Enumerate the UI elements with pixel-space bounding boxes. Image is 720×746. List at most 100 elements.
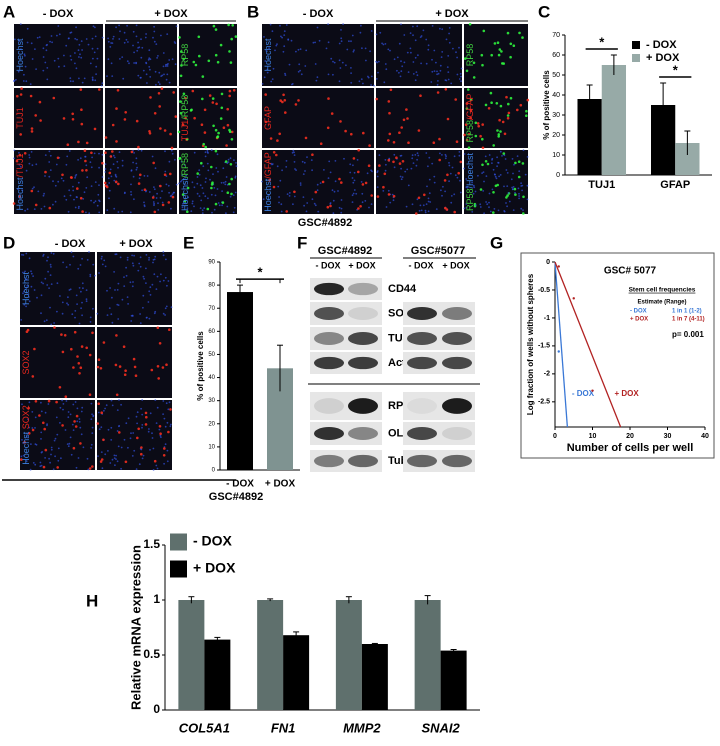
cell-signal <box>78 418 81 420</box>
cell-signal <box>453 210 457 214</box>
micrograph <box>20 327 95 398</box>
legend-label: + DOX <box>193 560 236 576</box>
cell-signal <box>114 253 117 256</box>
cell-signal <box>134 374 138 378</box>
cell-signal <box>411 157 414 160</box>
cell-signal <box>425 38 428 41</box>
cell-signal <box>417 54 419 57</box>
cell-signal <box>75 173 78 176</box>
cell-signal <box>479 206 482 208</box>
cell-signal <box>65 266 68 268</box>
cell-signal <box>78 43 81 46</box>
micrograph <box>105 24 177 86</box>
cell-signal <box>144 411 148 415</box>
cell-signal <box>145 254 148 256</box>
cell-signal <box>481 137 484 141</box>
cell-signal <box>207 152 209 154</box>
cell-signal <box>55 416 58 419</box>
cell-signal <box>126 24 128 27</box>
cell-signal <box>332 212 335 215</box>
cell-signal <box>286 193 289 196</box>
cell-signal <box>69 436 72 439</box>
cell-signal <box>28 257 31 260</box>
cell-signal <box>38 100 42 104</box>
cell-signal <box>114 464 116 467</box>
cell-signal <box>49 40 51 43</box>
cell-signal <box>93 152 96 155</box>
cell-signal <box>226 205 229 208</box>
cell-signal <box>67 296 69 299</box>
cell-signal <box>44 61 47 64</box>
cell-signal <box>376 195 380 198</box>
cell-signal <box>97 411 100 414</box>
cell-signal <box>216 153 219 156</box>
cell-signal <box>468 22 472 26</box>
cell-signal <box>107 37 109 40</box>
cell-signal <box>186 210 189 213</box>
cell-signal <box>302 173 305 176</box>
cell-signal <box>34 114 37 117</box>
cell-signal <box>366 172 369 175</box>
cell-signal <box>141 399 144 401</box>
cell-signal <box>162 312 165 315</box>
cell-signal <box>357 170 360 174</box>
cell-signal <box>389 49 391 52</box>
stain-label: RP58/GFAP <box>465 93 475 142</box>
cell-signal <box>433 70 436 72</box>
cell-signal <box>349 171 352 174</box>
cell-signal <box>205 177 207 180</box>
cell-signal <box>327 97 330 100</box>
cell-signal <box>114 180 118 184</box>
cell-signal <box>72 403 75 406</box>
legend-label: + DOX <box>646 52 680 64</box>
cell-signal <box>391 193 394 196</box>
cell-signal <box>504 158 507 160</box>
cell-line: GSC#5077 <box>411 245 465 257</box>
cell-signal <box>436 91 440 94</box>
blot-band <box>348 356 378 370</box>
cell-signal <box>166 63 169 66</box>
y-tick-label: 0 <box>153 702 160 716</box>
cell-signal <box>104 168 107 170</box>
cell-signal <box>406 168 409 171</box>
cell-signal <box>264 60 267 62</box>
cell-signal <box>93 201 95 204</box>
cell-signal <box>484 103 488 107</box>
cell-signal <box>130 193 133 196</box>
cell-signal <box>520 182 522 185</box>
cell-signal <box>79 426 82 429</box>
cell-signal <box>149 76 152 78</box>
cell-signal <box>148 259 150 261</box>
cell-signal <box>132 175 135 178</box>
cell-signal <box>85 289 88 291</box>
cell-signal <box>68 189 71 192</box>
cell-signal <box>141 413 144 416</box>
cell-signal <box>22 254 25 256</box>
cell-signal <box>211 97 215 100</box>
cell-signal <box>427 210 430 213</box>
cell-signal <box>118 431 121 434</box>
cell-signal <box>110 399 113 402</box>
cell-signal <box>295 50 297 53</box>
cell-signal <box>216 60 220 64</box>
cell-signal <box>229 157 232 160</box>
cell-signal <box>517 187 520 190</box>
cell-signal <box>445 155 447 158</box>
significance-mark: * <box>599 34 605 49</box>
cell-signal <box>353 179 356 182</box>
cell-signal <box>28 426 30 429</box>
cell-signal <box>132 161 135 164</box>
y-tick-label: 50 <box>552 72 560 79</box>
cell-signal <box>304 170 306 172</box>
cell-signal <box>196 172 199 175</box>
cell-signal <box>60 333 63 336</box>
cell-signal <box>58 33 61 36</box>
data-point <box>557 265 560 268</box>
cell-signal <box>34 48 36 50</box>
cell-signal <box>484 155 487 158</box>
cell-signal <box>85 300 88 303</box>
cell-signal <box>498 48 502 51</box>
cell-signal <box>353 171 356 174</box>
cell-signal <box>166 421 169 424</box>
cell-signal <box>368 206 370 209</box>
